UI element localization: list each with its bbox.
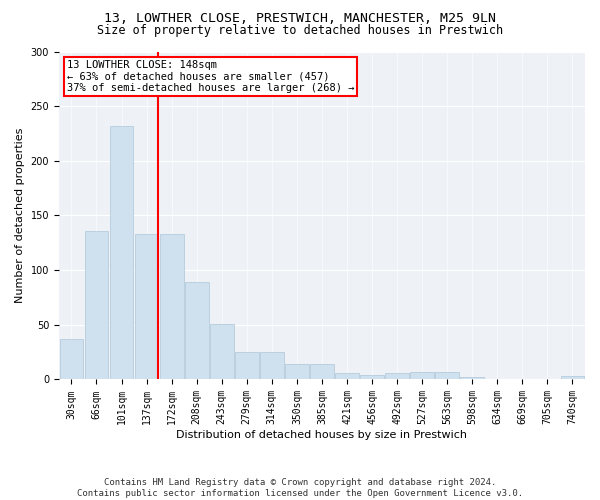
Bar — [310, 364, 334, 380]
Bar — [410, 372, 434, 380]
Bar — [460, 378, 484, 380]
Bar — [235, 352, 259, 380]
Bar — [560, 376, 584, 380]
X-axis label: Distribution of detached houses by size in Prestwich: Distribution of detached houses by size … — [176, 430, 467, 440]
Bar — [260, 352, 284, 380]
Bar — [85, 231, 109, 380]
Text: Size of property relative to detached houses in Prestwich: Size of property relative to detached ho… — [97, 24, 503, 37]
Bar — [360, 375, 384, 380]
Bar — [134, 234, 158, 380]
Bar — [110, 126, 133, 380]
Bar — [436, 372, 459, 380]
Bar — [160, 234, 184, 380]
Bar — [210, 324, 233, 380]
Y-axis label: Number of detached properties: Number of detached properties — [15, 128, 25, 303]
Bar — [185, 282, 209, 380]
Text: 13, LOWTHER CLOSE, PRESTWICH, MANCHESTER, M25 9LN: 13, LOWTHER CLOSE, PRESTWICH, MANCHESTER… — [104, 12, 496, 26]
Bar — [59, 339, 83, 380]
Bar — [335, 373, 359, 380]
Bar — [285, 364, 309, 380]
Text: Contains HM Land Registry data © Crown copyright and database right 2024.
Contai: Contains HM Land Registry data © Crown c… — [77, 478, 523, 498]
Bar — [385, 373, 409, 380]
Text: 13 LOWTHER CLOSE: 148sqm
← 63% of detached houses are smaller (457)
37% of semi-: 13 LOWTHER CLOSE: 148sqm ← 63% of detach… — [67, 60, 354, 93]
